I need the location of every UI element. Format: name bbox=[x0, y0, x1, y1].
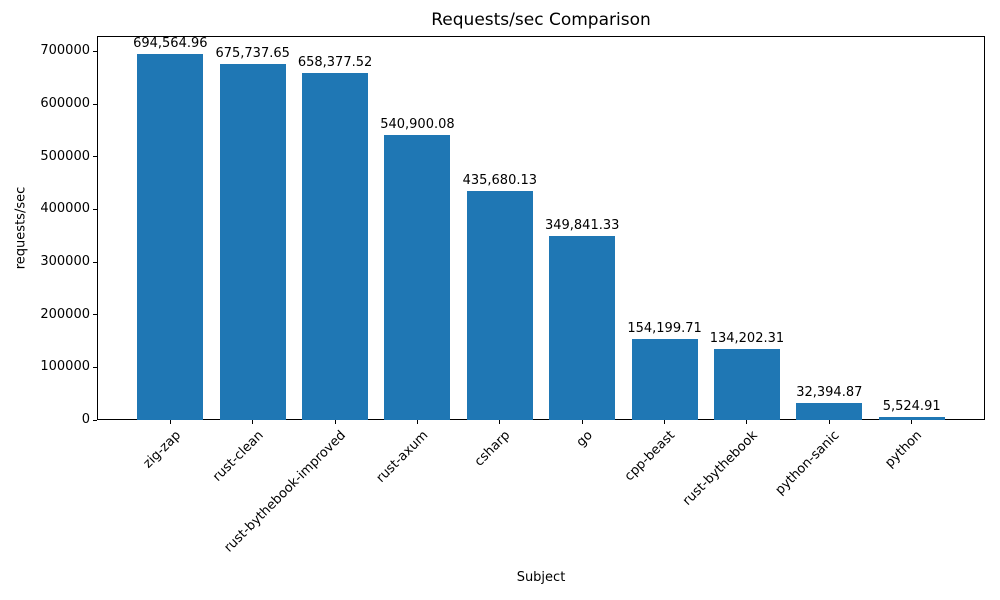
bar-rust-clean bbox=[219, 64, 286, 420]
bar-go bbox=[549, 235, 616, 420]
bar-zig-zap bbox=[137, 54, 204, 420]
y-tick-mark bbox=[93, 419, 97, 421]
bar-rust-bythebook-improved bbox=[302, 73, 368, 420]
bar-rust-axum bbox=[384, 135, 451, 420]
bar-python bbox=[878, 417, 945, 420]
bar-value-label: 5,524.91 bbox=[882, 399, 941, 415]
y-tick-label: 300000 bbox=[40, 254, 90, 270]
x-tick-label-rust-bythebook: rust-bythebook bbox=[679, 428, 761, 509]
y-tick-label: 400000 bbox=[40, 201, 90, 217]
bar-value-label: 435,680.13 bbox=[462, 172, 538, 188]
y-tick-label: 500000 bbox=[40, 148, 90, 164]
y-tick-mark bbox=[93, 156, 97, 158]
x-tick-mark bbox=[581, 420, 583, 424]
y-tick-mark bbox=[93, 366, 97, 368]
x-tick-mark bbox=[664, 420, 666, 424]
y-tick-label: 600000 bbox=[40, 96, 90, 112]
x-tick-label-csharp: csharp bbox=[471, 428, 514, 470]
bar-value-label: 349,841.33 bbox=[544, 217, 620, 233]
x-tick-mark bbox=[334, 420, 336, 424]
bar-value-label: 134,202.31 bbox=[709, 331, 785, 347]
bar-value-label: 540,900.08 bbox=[380, 117, 455, 133]
bar-value-label: 694,564.96 bbox=[133, 36, 208, 52]
y-tick-label: 100000 bbox=[40, 359, 90, 375]
x-tick-label-zig-zap: zig-zap bbox=[140, 428, 184, 472]
x-tick-mark bbox=[911, 420, 913, 424]
x-tick-mark bbox=[746, 420, 748, 424]
x-axis-label: Subject bbox=[516, 570, 566, 585]
x-tick-mark bbox=[828, 420, 830, 424]
bar-value-label: 675,737.65 bbox=[215, 46, 290, 62]
y-tick-mark bbox=[93, 314, 97, 316]
x-tick-label-python-sanic: python-sanic bbox=[772, 428, 843, 498]
bar-cpp-beast bbox=[631, 338, 698, 420]
x-tick-mark bbox=[252, 420, 254, 424]
x-tick-mark bbox=[169, 420, 171, 424]
x-tick-label-go: go bbox=[573, 428, 596, 451]
y-tick-label: 200000 bbox=[40, 306, 90, 322]
x-tick-label-rust-axum: rust-axum bbox=[373, 428, 432, 486]
x-tick-label-python: python bbox=[882, 428, 926, 471]
x-tick-label-rust-clean: rust-clean bbox=[209, 428, 267, 485]
y-tick-label: 0 bbox=[81, 412, 90, 427]
x-tick-mark bbox=[416, 420, 418, 424]
y-tick-mark bbox=[93, 50, 97, 52]
y-tick-label: 700000 bbox=[40, 43, 90, 59]
y-tick-mark bbox=[93, 261, 97, 263]
bar-value-label: 658,377.52 bbox=[297, 55, 373, 71]
bar-value-label: 154,199.71 bbox=[627, 320, 702, 336]
x-tick-label-cpp-beast: cpp-beast bbox=[621, 428, 679, 485]
bar-python-sanic bbox=[796, 402, 863, 420]
bar-csharp bbox=[466, 190, 533, 420]
y-tick-mark bbox=[93, 208, 97, 210]
chart-title: Requests/sec Comparison bbox=[431, 10, 651, 30]
y-tick-mark bbox=[93, 103, 97, 105]
bar-value-label: 32,394.87 bbox=[796, 384, 863, 400]
bar-rust-bythebook bbox=[713, 349, 780, 420]
x-tick-mark bbox=[499, 420, 501, 424]
